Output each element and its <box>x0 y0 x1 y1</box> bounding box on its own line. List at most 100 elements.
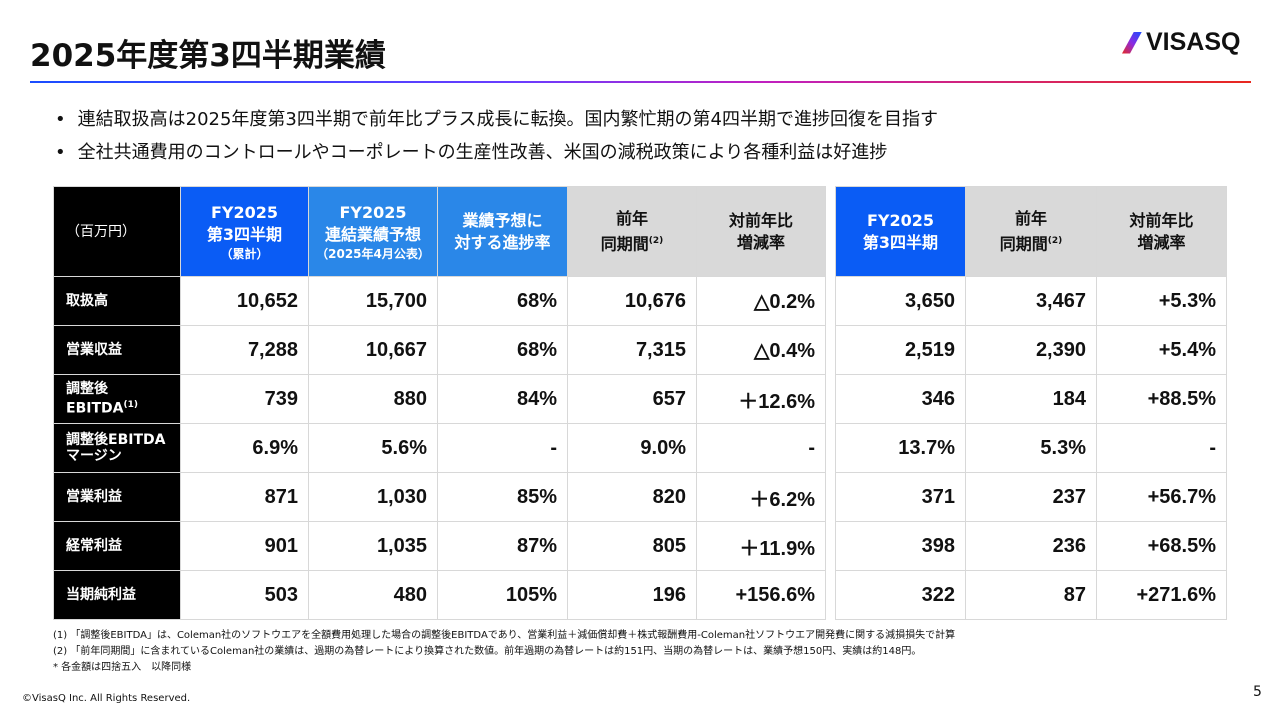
table-cell: 5.6% <box>308 423 438 473</box>
table-cell: ＋12.6% <box>696 374 826 424</box>
table-cell: 68% <box>437 325 568 375</box>
table-row: 13.7% 5.3% - <box>835 423 1227 473</box>
table-cell: +56.7% <box>1096 472 1227 522</box>
row-label: 取扱高 <box>53 276 181 326</box>
footnotes: (1) 「調整後EBITDA」は、Coleman社のソフトウエアを全額費用処理し… <box>53 628 955 676</box>
table-row: 営業利益 871 1,030 85% 820 ＋6.2% <box>53 472 826 522</box>
column-header: 対前年比 増減率 <box>696 186 826 277</box>
row-label: 当期純利益 <box>53 570 181 620</box>
table-cell: +88.5% <box>1096 374 1227 424</box>
table-cell: 13.7% <box>835 423 966 473</box>
table-cell: 196 <box>567 570 697 620</box>
table-row: 調整後EBITDA マージン 6.9% 5.6% -9.0% - <box>53 423 826 473</box>
table-cell: 398 <box>835 521 966 571</box>
table-cell: 237 <box>965 472 1097 522</box>
table-cell: 7,315 <box>567 325 697 375</box>
table-cell: 2,519 <box>835 325 966 375</box>
table-cell: 87 <box>965 570 1097 620</box>
footnote: (1) 「調整後EBITDA」は、Coleman社のソフトウエアを全額費用処理し… <box>53 630 956 641</box>
table-cell: 3,650 <box>835 276 966 326</box>
visasq-logo: VISASQ <box>1122 28 1240 57</box>
cumulative-results-table: （百万円） FY2025 第3四半期 （累計） FY2025 連結業績予想 （2025年4月… <box>53 186 826 620</box>
table-cell: △0.4% <box>696 325 826 375</box>
table-cell: +271.6% <box>1096 570 1227 620</box>
table-cell: 871 <box>180 472 309 522</box>
bullet-list: 連結取扱高は2025年度第3四半期で前年比プラス成長に転換。国内繁忙期の第4四半… <box>55 103 938 169</box>
footnote: (2) 「前年同期間」に含まれているColeman社の業績は、過期の為替レートに… <box>53 646 922 657</box>
table-cell: 87% <box>437 521 568 571</box>
row-label: 営業収益 <box>53 325 181 375</box>
table-cell: 901 <box>180 521 309 571</box>
table-cell: - <box>437 423 568 473</box>
quarterly-results-table: FY2025 第3四半期 前年 同期間(2) 対前年比 増減率 3,650 3,467 +5.… <box>835 186 1227 620</box>
table-cell: 1,030 <box>308 472 438 522</box>
copyright: ©VisasQ Inc. All Rights Reserved. <box>22 693 191 704</box>
unit-label: （百万円） <box>53 186 181 277</box>
table-cell: +156.6% <box>696 570 826 620</box>
table-row: 3,650 3,467 +5.3% <box>835 276 1227 326</box>
table-cell: - <box>1096 423 1227 473</box>
table-row: 346 184 +88.5% <box>835 374 1227 424</box>
table-row: 当期純利益 503 480 105% 196 +156.6% <box>53 570 826 620</box>
row-label: 調整後EBITDA マージン <box>53 423 181 473</box>
table-cell: 880 <box>308 374 438 424</box>
logo-mark-icon <box>1122 31 1142 54</box>
table-cell: 322 <box>835 570 966 620</box>
bullet-item: 全社共通費用のコントロールやコーポレートの生産性改善、米国の減税政策により各種利… <box>55 136 938 169</box>
table-cell: 68% <box>437 276 568 326</box>
table-cell: 236 <box>965 521 1097 571</box>
row-label: 調整後 EBITDA(1) <box>53 374 181 424</box>
table-cell: 105% <box>437 570 568 620</box>
table-cell: 480 <box>308 570 438 620</box>
table-cell: - <box>696 423 826 473</box>
bullet-item: 連結取扱高は2025年度第3四半期で前年比プラス成長に転換。国内繁忙期の第4四半… <box>55 103 938 136</box>
table-row: 経常利益 901 1,035 87% 805 ＋11.9% <box>53 521 826 571</box>
row-label: 営業利益 <box>53 472 181 522</box>
table-row: 371 237 +56.7% <box>835 472 1227 522</box>
table-cell: 9.0% <box>567 423 697 473</box>
table-cell: 10,652 <box>180 276 309 326</box>
table-cell: 84% <box>437 374 568 424</box>
table-cell: 15,700 <box>308 276 438 326</box>
page-title: 2025年度第3四半期業績 <box>30 38 386 74</box>
column-header: FY2025 第3四半期 <box>835 186 966 277</box>
table-cell: 346 <box>835 374 966 424</box>
column-header: FY2025 第3四半期 （累計） <box>180 186 309 277</box>
logo-text: VISASQ <box>1146 28 1241 56</box>
table-cell: 3,467 <box>965 276 1097 326</box>
table-cell: 820 <box>567 472 697 522</box>
table-cell: △0.2% <box>696 276 826 326</box>
footnote: * 各金額は四捨五入 以降同様 <box>53 662 192 673</box>
column-header: FY2025 連結業績予想 （2025年4月公表） <box>308 186 438 277</box>
column-header: 対前年比 増減率 <box>1096 186 1227 277</box>
table-cell: 739 <box>180 374 309 424</box>
table-cell: 657 <box>567 374 697 424</box>
table-cell: 85% <box>437 472 568 522</box>
table-cell: ＋6.2% <box>696 472 826 522</box>
table-row: 2,519 2,390 +5.4% <box>835 325 1227 375</box>
table-row: 営業収益 7,288 10,667 68% 7,315 △0.4% <box>53 325 826 375</box>
column-header: 前年 同期間(2) <box>567 186 697 277</box>
table-cell: 805 <box>567 521 697 571</box>
table-row: 取扱高 10,652 15,700 68% 10,676 △0.2% <box>53 276 826 326</box>
table-cell: 5.3% <box>965 423 1097 473</box>
table-cell: +5.3% <box>1096 276 1227 326</box>
table-cell: ＋11.9% <box>696 521 826 571</box>
table-row: 398 236 +68.5% <box>835 521 1227 571</box>
table-cell: +5.4% <box>1096 325 1227 375</box>
table-cell: 6.9% <box>180 423 309 473</box>
table-cell: 184 <box>965 374 1097 424</box>
table-cell: 7,288 <box>180 325 309 375</box>
column-header: 業績予想に 対する進捗率 <box>437 186 568 277</box>
table-cell: 10,667 <box>308 325 438 375</box>
table-cell: 371 <box>835 472 966 522</box>
table-row: 調整後 EBITDA(1) 739 880 84% 657 ＋12.6% <box>53 374 826 424</box>
table-cell: 10,676 <box>567 276 697 326</box>
table-cell: +68.5% <box>1096 521 1227 571</box>
page-number: 5 <box>1253 684 1262 700</box>
title-divider <box>30 81 1251 83</box>
table-row: 322 87 +271.6% <box>835 570 1227 620</box>
row-label: 経常利益 <box>53 521 181 571</box>
column-header: 前年 同期間(2) <box>965 186 1097 277</box>
table-cell: 1,035 <box>308 521 438 571</box>
